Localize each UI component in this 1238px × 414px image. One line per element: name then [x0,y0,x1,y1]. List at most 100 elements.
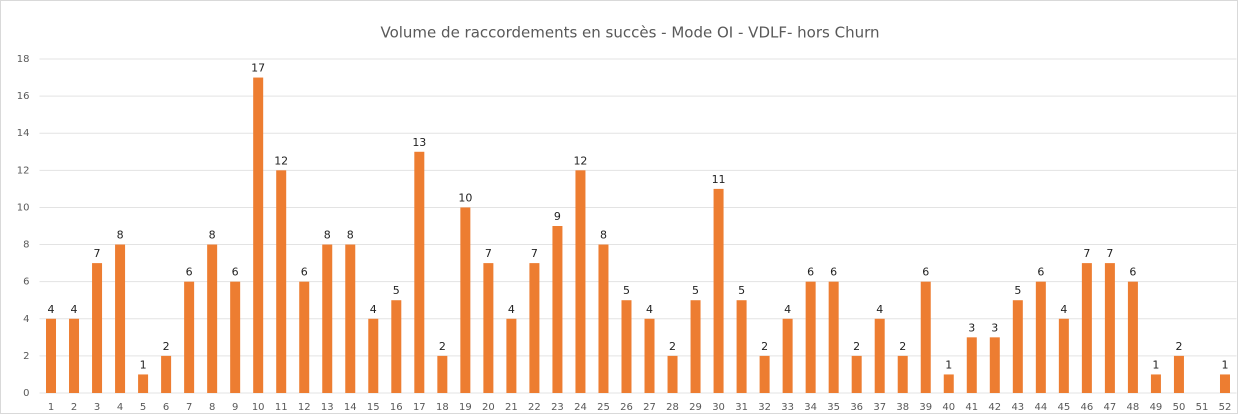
x-tick-label: 32 [758,402,771,413]
x-tick-label: 25 [597,402,610,413]
data-label: 7 [94,247,101,260]
x-tick-label: 34 [804,402,817,413]
bar [276,170,287,393]
data-label: 2 [899,340,906,353]
bar [897,355,908,393]
bar [253,77,264,394]
bar [644,318,655,393]
bar [529,263,540,393]
bar [138,374,149,393]
y-tick-label: 0 [23,388,29,399]
bar [874,318,885,393]
bar [322,244,333,393]
x-tick-label: 10 [252,402,265,413]
x-tick-label: 43 [1011,402,1024,413]
data-label: 8 [324,229,331,242]
x-tick-label: 45 [1057,402,1070,413]
data-label: 10 [458,191,472,204]
data-label: 3 [968,321,975,334]
data-label: 1 [140,358,147,371]
x-tick-label: 7 [186,402,192,413]
bar [667,355,678,393]
x-tick-label: 8 [209,402,215,413]
data-label: 2 [1175,340,1182,353]
x-tick-label: 30 [712,402,725,413]
data-label: 4 [1060,303,1067,316]
x-tick-label: 42 [988,402,1001,413]
x-tick-label: 23 [551,402,564,413]
bar [552,226,563,393]
bar [115,244,126,393]
x-tick-label: 2 [71,402,77,413]
data-label: 3 [991,321,998,334]
y-tick-label: 14 [17,128,30,139]
data-label: 6 [807,266,814,279]
x-tick-label: 6 [163,402,169,413]
data-label: 4 [876,303,883,316]
bar [460,207,471,393]
bar [1081,263,1092,393]
data-label: 2 [761,340,768,353]
data-label: 6 [301,266,308,279]
data-label: 4 [48,303,55,316]
x-tick-label: 26 [620,402,633,413]
y-tick-label: 10 [17,202,30,213]
data-label: 4 [71,303,78,316]
data-label: 1 [1152,358,1159,371]
bar [805,281,816,393]
bar [782,318,793,393]
data-label: 2 [163,340,170,353]
bar [483,263,494,393]
bar [437,355,448,393]
x-tick-label: 39 [919,402,932,413]
data-label: 6 [232,266,239,279]
bar [46,318,57,393]
bar [989,337,1000,393]
x-tick-label: 33 [781,402,794,413]
x-tick-label: 38 [896,402,909,413]
x-tick-label: 46 [1081,402,1094,413]
x-tick-label: 12 [298,402,311,413]
data-label: 6 [1129,266,1136,279]
x-tick-label: 1 [48,402,54,413]
x-tick-label: 19 [459,402,472,413]
data-label: 7 [1106,247,1113,260]
data-label: 8 [347,229,354,242]
bar [299,281,310,393]
x-tick-label: 47 [1104,402,1117,413]
bar [1012,300,1023,393]
x-tick-label: 24 [574,402,587,413]
y-tick-label: 8 [23,240,29,251]
data-label: 7 [485,247,492,260]
data-label: 5 [623,284,630,297]
x-tick-label: 9 [232,402,238,413]
bar [1035,281,1046,393]
y-tick-label: 18 [17,54,30,65]
data-label: 9 [554,210,561,223]
data-label: 1 [1221,358,1228,371]
x-tick-label: 48 [1127,402,1140,413]
data-label: 2 [853,340,860,353]
bar [943,374,954,393]
y-tick-label: 16 [17,91,30,102]
bar [621,300,632,393]
bar [230,281,241,393]
bar [920,281,931,393]
bar [92,263,103,393]
y-tick-label: 4 [23,314,29,325]
bar [1104,263,1115,393]
bar [690,300,701,393]
x-tick-label: 35 [827,402,840,413]
bar [161,355,172,393]
bar [759,355,770,393]
bar [1058,318,1069,393]
x-tick-label: 31 [735,402,748,413]
bar [1219,374,1230,393]
bar [598,244,609,393]
bar [207,244,218,393]
x-tick-label: 14 [344,402,357,413]
bar [713,188,724,393]
data-label: 12 [274,154,288,167]
data-label: 1 [945,358,952,371]
